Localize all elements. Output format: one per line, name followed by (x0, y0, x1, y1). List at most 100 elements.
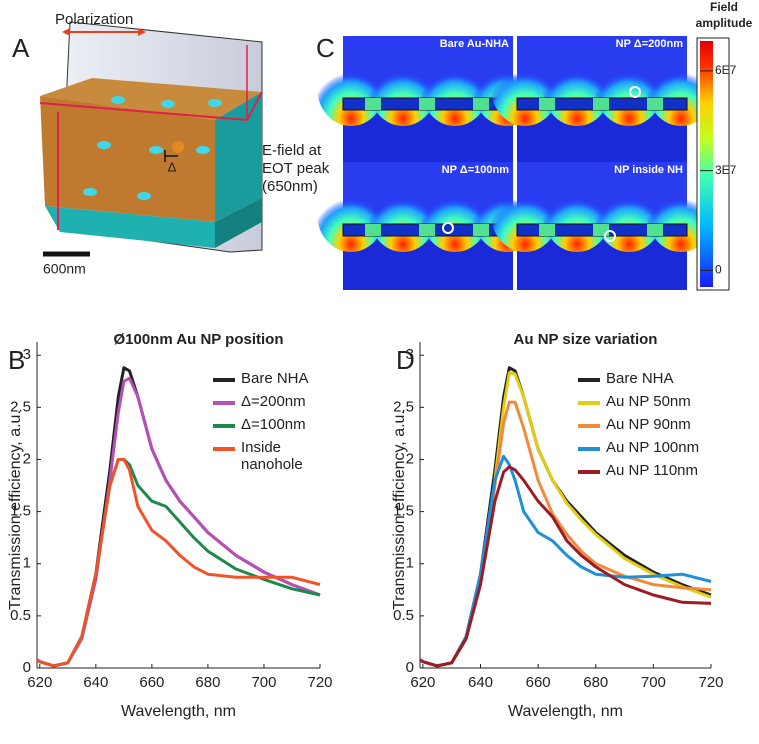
legend-entry: Inside nanohole (213, 439, 313, 473)
x-tick-label: 660 (526, 674, 551, 691)
legend-entry: Au NP 110nm (578, 462, 708, 479)
y-tick-label: 1 (23, 555, 31, 572)
holes (83, 96, 222, 200)
y-tick-label: 2.5 (10, 398, 31, 415)
y-tick-label: 0 (406, 659, 414, 676)
annotation: E-field at EOT peak (650nm) (262, 142, 330, 195)
x-tick-label: 700 (251, 674, 276, 691)
colorbar-tick-label: 0 (715, 263, 722, 277)
nanohole (473, 98, 489, 110)
legend-swatch (578, 447, 600, 451)
nanoparticle (629, 86, 641, 98)
nanohole (647, 224, 663, 236)
colorbar-tick-label: 6E7 (715, 63, 737, 77)
legend-swatch (578, 378, 600, 382)
nanohole (473, 224, 489, 236)
y-tick-label: 2.5 (393, 398, 414, 415)
x-tick-label: 640 (468, 674, 493, 691)
legend-label: Au NP 90nm (606, 416, 691, 433)
nanohole (419, 98, 435, 110)
teal-corner (215, 198, 262, 248)
legend-entry: Δ=100nm (213, 416, 313, 433)
legend-label: Au NP 100nm (606, 439, 700, 456)
x-tick-label: 620 (410, 674, 435, 691)
panel-a-model: Δ Polarization 600nm (39, 11, 263, 277)
y-tick-label: 1.5 (10, 503, 31, 520)
legend-entry: Au NP 100nm (578, 439, 708, 456)
legend-swatch (213, 401, 235, 405)
nanohole (593, 98, 609, 110)
x-axis-label: Wavelength, nm (121, 703, 236, 720)
map-title: NP Δ=200nm (616, 38, 684, 50)
legend-entry: Δ=200nm (213, 393, 313, 410)
y-tick-label: 1 (406, 555, 414, 572)
legend-label: Δ=100nm (241, 416, 306, 433)
y-tick-label: 1.5 (393, 503, 414, 520)
series-line (36, 458, 321, 668)
teal-bottom (45, 206, 215, 248)
chart-title: Au NP size variation (514, 331, 658, 348)
map-title: NP inside NH (614, 164, 683, 176)
y-tick-label: 0 (23, 659, 31, 676)
x-tick-label: 620 (27, 674, 52, 691)
y-axis-label: Transmission efficiency, a.u. (7, 410, 24, 610)
colorbar-tick-label: 3E7 (715, 163, 737, 177)
x-tick-label: 680 (583, 674, 608, 691)
panel-label: A (12, 33, 30, 63)
map-title: NP Δ=100nm (442, 164, 510, 176)
legend-label: Δ=200nm (241, 393, 306, 410)
nanohole (365, 224, 381, 236)
arrow-head (62, 28, 70, 36)
legend-label: Au NP 50nm (606, 393, 691, 410)
colorbar-title: Field amplitude (695, 0, 753, 30)
legend-swatch (578, 401, 600, 405)
y-tick-label: 0.5 (10, 607, 31, 624)
legend-entry: Bare NHA (578, 370, 708, 387)
teal-side (215, 92, 262, 222)
panel-label: B (8, 345, 25, 375)
legend-swatch (213, 424, 235, 428)
chart-title: Ø100nm Au NP position (113, 331, 283, 348)
legend-label: Bare NHA (241, 370, 309, 387)
legend-entry: Au NP 50nm (578, 393, 708, 410)
nanohole (647, 98, 663, 110)
x-tick-label: 720 (307, 674, 332, 691)
y-tick-label: 3 (406, 346, 414, 363)
nanohole (539, 98, 555, 110)
x-tick-label: 660 (139, 674, 164, 691)
x-tick-label: 700 (641, 674, 666, 691)
y-tick-label: 0.5 (393, 607, 414, 624)
arrow-head (138, 28, 146, 36)
y-tick-label: 2 (406, 450, 414, 467)
nanoparticle (604, 230, 616, 242)
legend-label: Au NP 110nm (606, 462, 698, 479)
polarization-label: Polarization (55, 11, 133, 28)
map-title: Bare Au-NHA (440, 38, 509, 50)
panel-c-maps: Bare Au-NHA NP Δ=200nm NP Δ=100nm NP inside… (317, 36, 715, 290)
series-line (419, 454, 712, 668)
nanohole (539, 224, 555, 236)
nanoparticle (442, 222, 454, 234)
nanohole (593, 224, 609, 236)
series-line (419, 465, 712, 668)
colorbar (700, 41, 713, 287)
gold-top (40, 78, 262, 120)
nanoparticle (172, 141, 184, 153)
legend-label: Inside nanohole (241, 439, 303, 473)
delta-label: Δ (168, 159, 177, 174)
nanohole (365, 98, 381, 110)
legend-swatch (213, 447, 235, 451)
legend-entry: Au NP 90nm (578, 416, 708, 433)
legend-swatch (578, 470, 600, 474)
x-tick-label: 640 (83, 674, 108, 691)
series-line (36, 458, 321, 668)
x-axis-label: Wavelength, nm (508, 703, 623, 720)
nanohole (419, 224, 435, 236)
series-line (419, 366, 712, 668)
y-tick-label: 2 (23, 450, 31, 467)
legend-swatch (578, 424, 600, 428)
panel-label: C (316, 33, 335, 63)
x-tick-label: 720 (698, 674, 723, 691)
